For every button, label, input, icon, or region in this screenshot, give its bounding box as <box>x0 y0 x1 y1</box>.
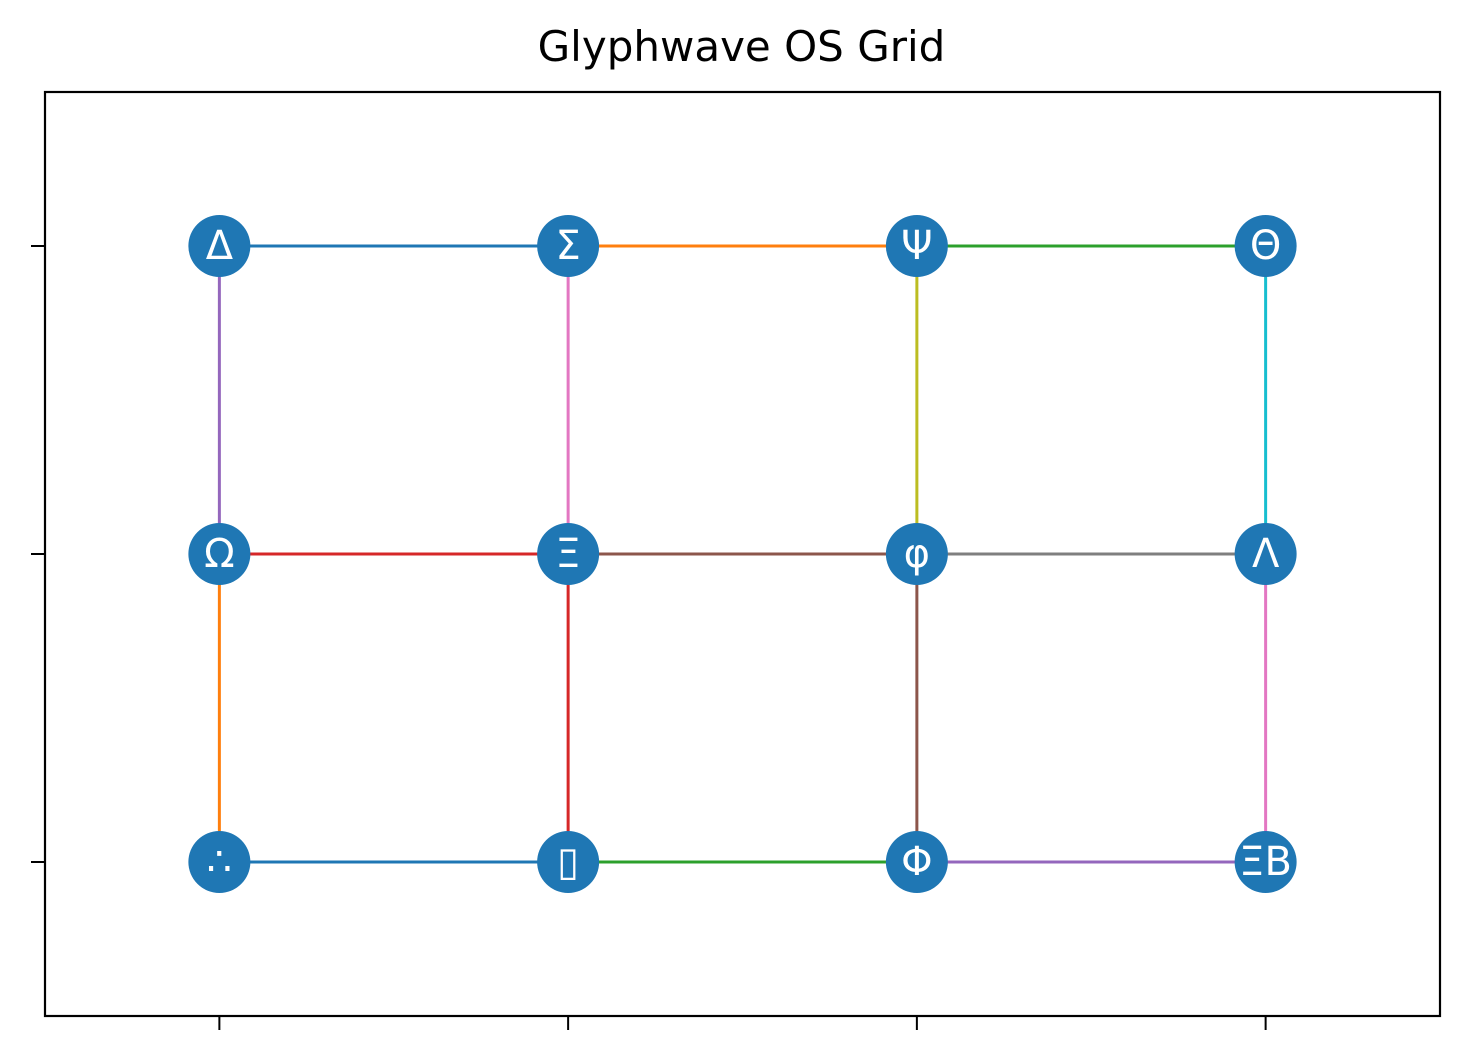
node-marker <box>537 523 600 585</box>
node-label: φ <box>904 531 930 577</box>
glyph-node[interactable]: Σ <box>537 215 600 277</box>
node-marker <box>885 523 948 585</box>
glyph-node[interactable]: Θ <box>1234 215 1297 277</box>
glyph-node[interactable]: Φ <box>885 831 948 893</box>
node-label: Λ <box>1252 531 1280 577</box>
node-marker <box>1234 523 1297 585</box>
node-marker <box>885 831 948 893</box>
node-label: Θ <box>1250 223 1281 269</box>
node-marker <box>885 215 948 277</box>
glyph-node[interactable]: ΞΒ <box>1234 831 1297 893</box>
glyph-node[interactable]: Λ <box>1234 523 1297 585</box>
node-marker <box>537 215 600 277</box>
node-label: Ψ <box>901 223 932 269</box>
node-marker <box>1234 215 1297 277</box>
glyph-node[interactable]: φ <box>885 523 948 585</box>
node-label: Σ <box>555 223 580 269</box>
node-label: ∴ <box>207 839 232 885</box>
glyph-node[interactable]: Ω <box>188 523 251 585</box>
glyph-node[interactable]: ▯ <box>537 831 600 893</box>
node-label: ▯ <box>557 839 579 885</box>
node-label: Ξ <box>555 531 580 577</box>
node-label: Δ <box>206 223 234 269</box>
ticks-layer <box>31 245 1267 1030</box>
diagram-title: Glyphwave OS Grid <box>537 22 946 71</box>
edges-layer <box>217 244 1268 864</box>
node-marker <box>1234 831 1297 893</box>
glyph-node[interactable]: Ψ <box>885 215 948 277</box>
glyph-node[interactable]: Ξ <box>537 523 600 585</box>
node-label: ΞΒ <box>1239 839 1292 885</box>
node-marker <box>188 215 251 277</box>
node-marker <box>188 523 251 585</box>
glyph-node[interactable]: ∴ <box>188 831 251 893</box>
node-label: Ω <box>204 531 235 577</box>
glyph-node[interactable]: Δ <box>188 215 251 277</box>
node-label: Φ <box>901 839 932 885</box>
node-marker <box>537 831 600 893</box>
node-marker <box>188 831 251 893</box>
